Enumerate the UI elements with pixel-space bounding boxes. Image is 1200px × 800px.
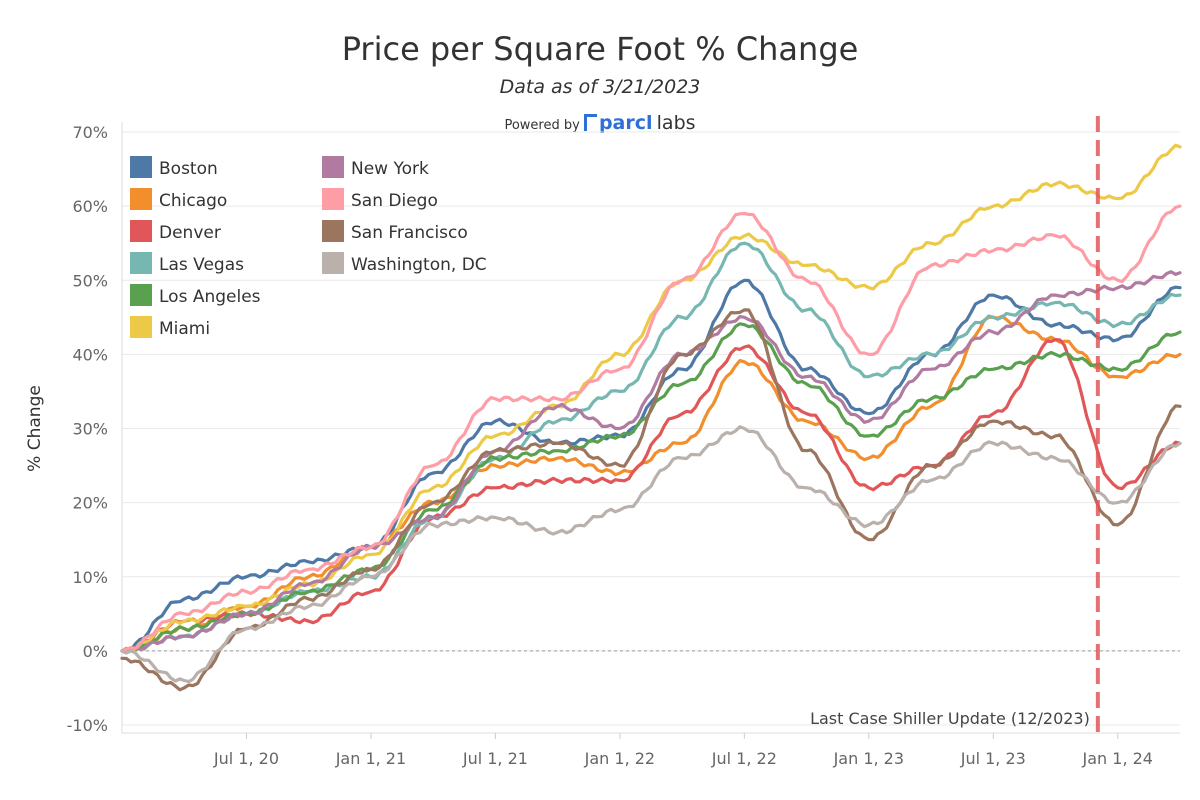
- legend-swatch: [322, 188, 344, 210]
- legend-swatch: [322, 156, 344, 178]
- chart-subtitle: Data as of 3/21/2023: [499, 76, 701, 98]
- x-tick-label: Jul 1, 21: [462, 749, 528, 768]
- legend-item: San Francisco: [322, 220, 468, 243]
- x-tick-label: Jul 1, 22: [711, 749, 777, 768]
- legend-swatch: [130, 284, 152, 306]
- legend-label: Boston: [159, 159, 218, 179]
- legend-item: Washington, DC: [322, 252, 487, 275]
- x-tick-label: Jan 1, 22: [584, 749, 655, 768]
- series-line-miami: [120, 143, 1182, 653]
- parcl-logo-icon: [583, 114, 597, 131]
- x-tick-label: Jul 1, 23: [960, 749, 1026, 768]
- x-tick-label: Jul 1, 20: [213, 749, 279, 768]
- legend-label: New York: [351, 159, 429, 179]
- brand-suffix: labs: [656, 112, 696, 134]
- series-line-san-diego: [120, 204, 1182, 653]
- series-line-san-francisco: [120, 308, 1182, 692]
- legend-item: Miami: [130, 316, 210, 339]
- series-line-washington-dc: [120, 425, 1182, 684]
- legend-item: Los Angeles: [130, 284, 261, 307]
- y-axis-label: % Change: [25, 385, 45, 472]
- x-tick-label: Jan 1, 21: [335, 749, 406, 768]
- brand-name: parcl: [598, 112, 653, 134]
- powered-by-logo: Powered by parcl labs: [0, 112, 1200, 134]
- legend-label: San Francisco: [351, 223, 468, 243]
- y-tick-label: 20%: [72, 494, 108, 513]
- legend-label: Chicago: [159, 191, 227, 211]
- legend-swatch: [130, 156, 152, 178]
- legend-item: Chicago: [130, 188, 227, 211]
- y-tick-label: 0%: [83, 642, 108, 661]
- legend-item: Boston: [130, 156, 218, 179]
- series-line-denver: [120, 338, 1182, 653]
- y-tick-label: -10%: [67, 716, 108, 735]
- legend-label: San Diego: [351, 191, 438, 211]
- legend-item: New York: [322, 156, 429, 179]
- legend-swatch: [130, 188, 152, 210]
- y-tick-label: 10%: [72, 568, 108, 587]
- reference-line-label: Last Case Shiller Update (12/2023): [810, 709, 1090, 728]
- legend-item: San Diego: [322, 188, 438, 211]
- y-tick-label: 60%: [72, 197, 108, 216]
- legend-swatch: [322, 252, 344, 274]
- y-tick-label: 40%: [72, 345, 108, 364]
- legend-label: Miami: [159, 319, 210, 339]
- legend-swatch: [130, 220, 152, 242]
- y-tick-label: 70%: [72, 123, 108, 142]
- series-line-new-york: [120, 270, 1182, 655]
- legend-swatch: [130, 316, 152, 338]
- powered-by-text: Powered by: [504, 118, 580, 133]
- legend-swatch: [322, 220, 344, 242]
- x-tick-label: Jan 1, 24: [1082, 749, 1153, 768]
- y-tick-label: 30%: [72, 420, 108, 439]
- legend-item: Las Vegas: [130, 252, 244, 275]
- legend-label: Las Vegas: [159, 255, 244, 275]
- series-line-boston: [120, 278, 1182, 653]
- legend-label: Washington, DC: [351, 255, 487, 275]
- legend-item: Denver: [130, 220, 221, 243]
- legend-label: Denver: [159, 223, 221, 243]
- x-tick-label: Jan 1, 23: [833, 749, 904, 768]
- legend-swatch: [130, 252, 152, 274]
- y-tick-label: 50%: [72, 271, 108, 290]
- legend-label: Los Angeles: [159, 287, 261, 307]
- chart-title: Price per Square Foot % Change: [341, 30, 859, 68]
